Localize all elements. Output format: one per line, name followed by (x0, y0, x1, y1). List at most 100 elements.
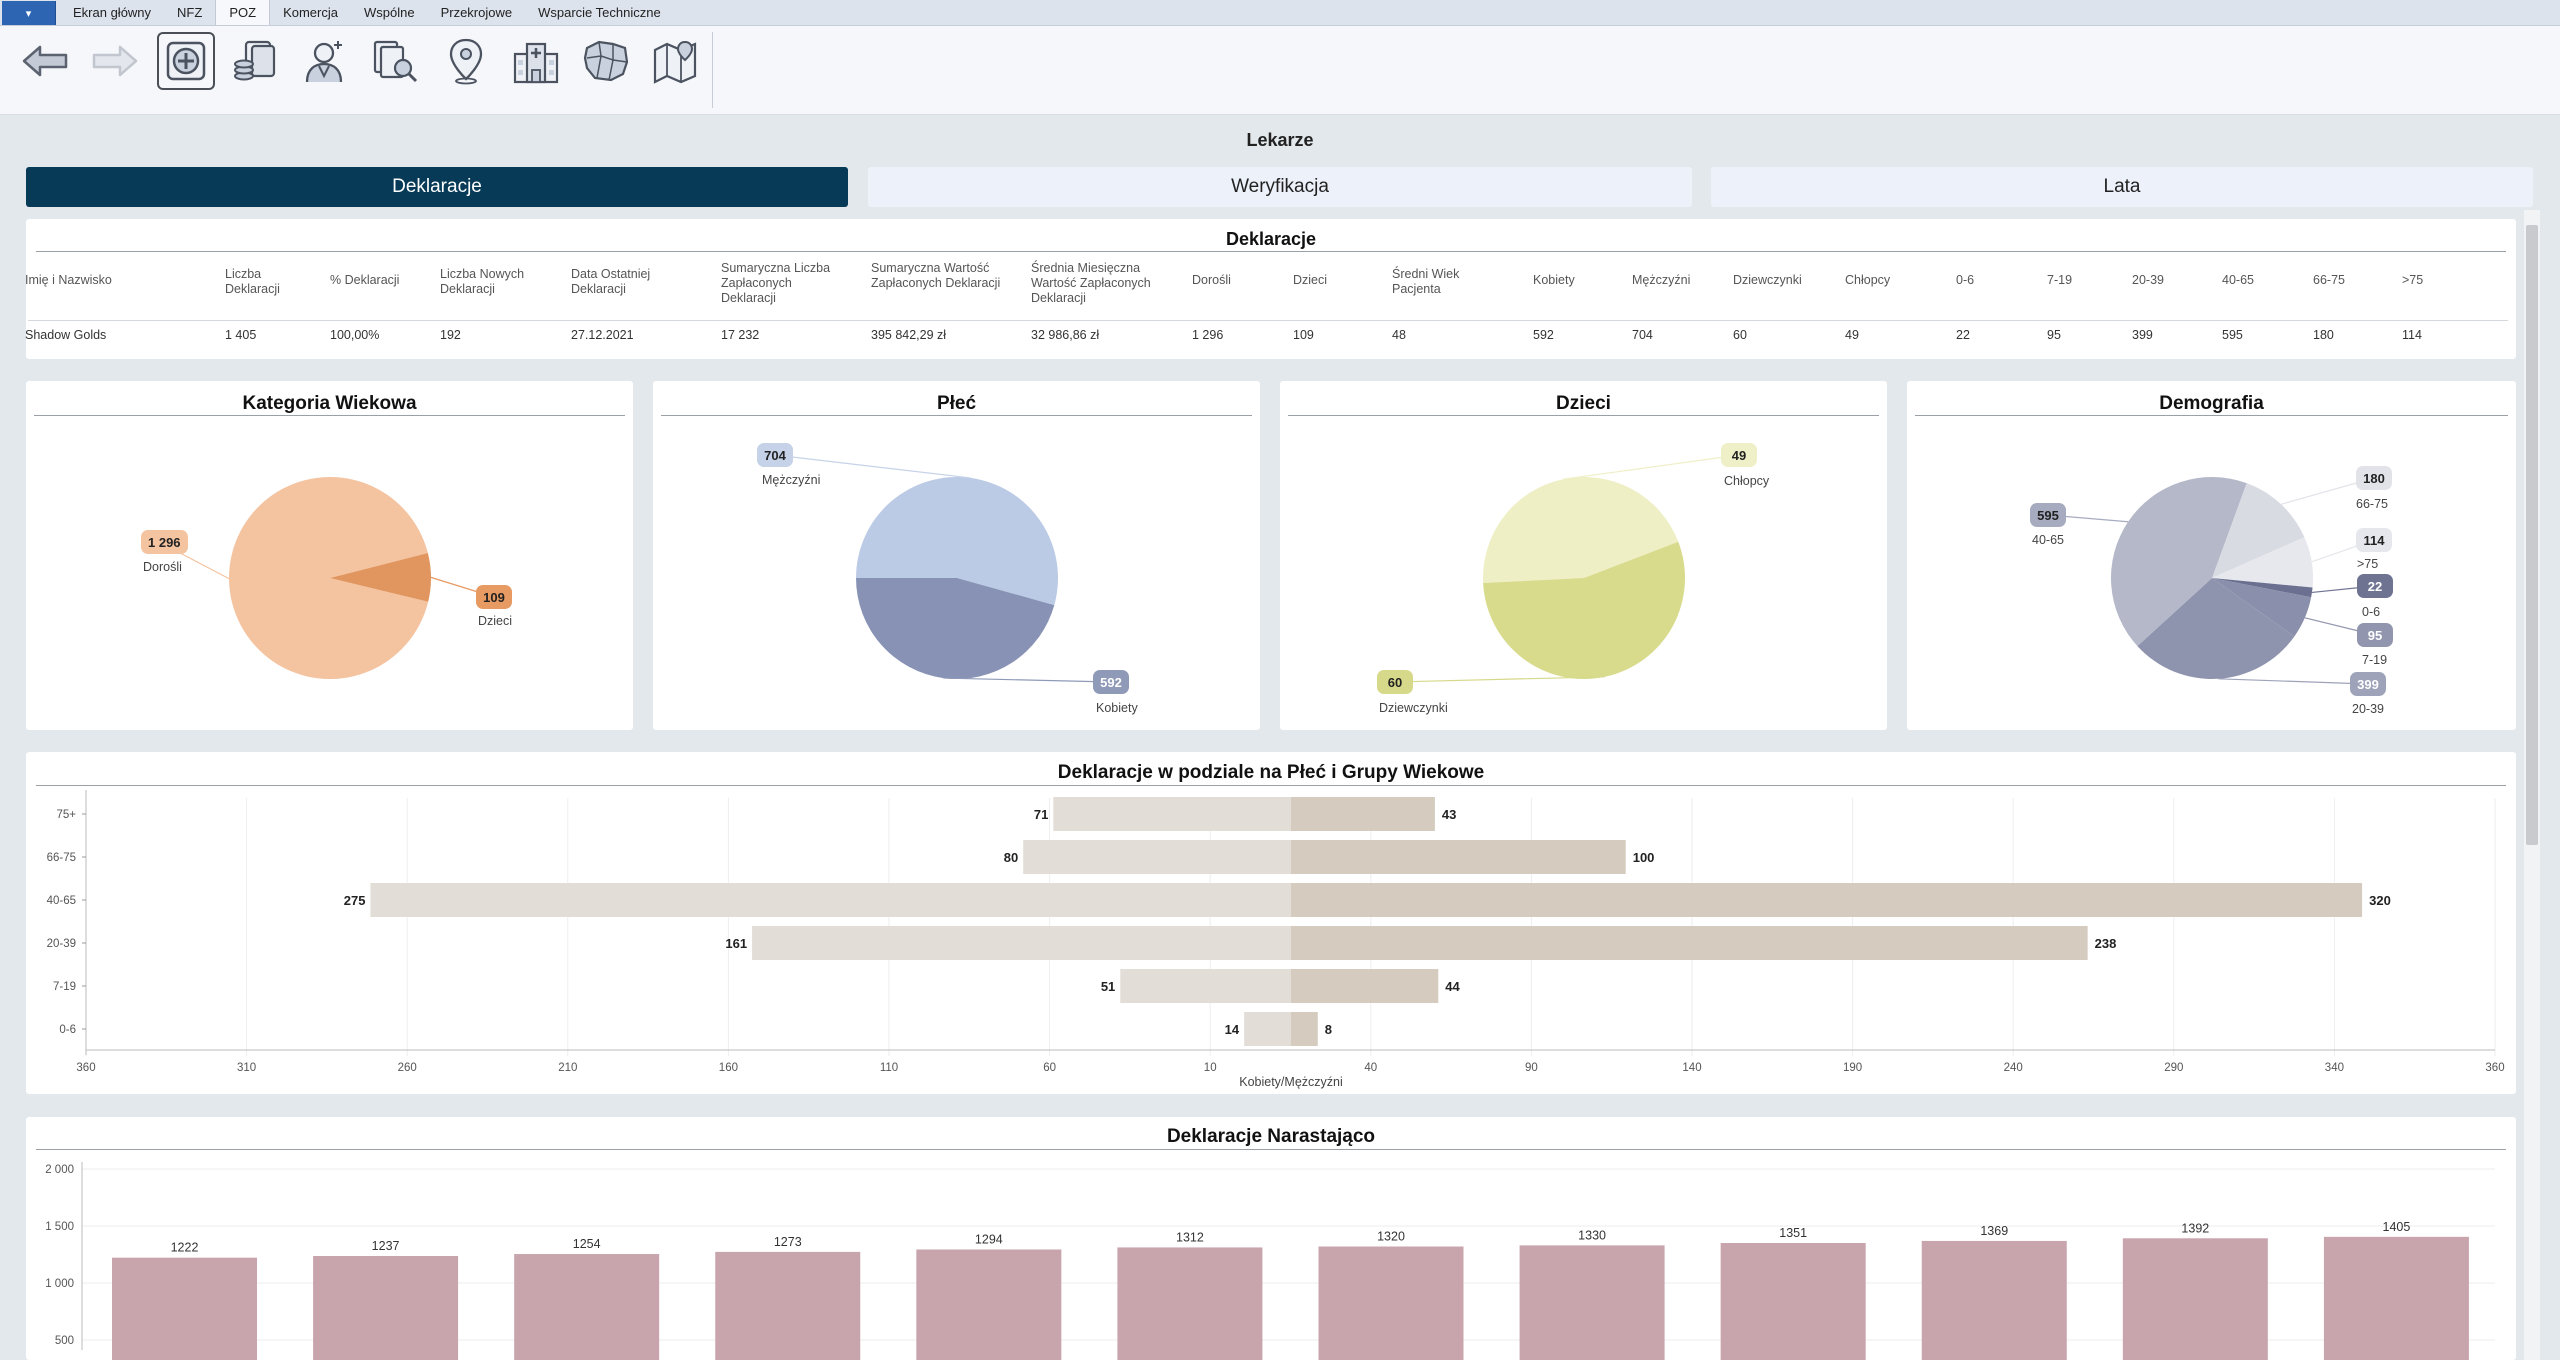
bar-value-label-mezczyzni: 44 (1445, 979, 1460, 994)
table-cell: 95 (2047, 328, 2061, 342)
tab-lata[interactable]: Lata (1711, 167, 2533, 207)
y-tick-label: 66-75 (47, 852, 76, 864)
app-menu-dropdown[interactable]: ▾ (2, 1, 56, 25)
x-tick-label: 60 (1043, 1062, 1056, 1074)
x-tick-label: 360 (76, 1062, 95, 1074)
pie-slice-dziewczynki (1483, 541, 1685, 679)
pie-slice-label: Kobiety (1096, 701, 1138, 715)
cumulative-bar (1921, 1240, 2067, 1360)
document-search-icon (373, 40, 418, 83)
pie-value-badge: 95 (2357, 623, 2393, 647)
bar-value-label-kobiety: 80 (1004, 850, 1018, 865)
table-header-cell: 7-19 (2047, 273, 2073, 287)
finance-button[interactable] (226, 32, 284, 90)
pie-slice-label: Dzieci (478, 614, 513, 628)
pie-slice-0-6 (2212, 578, 2313, 598)
cumulative-bar (112, 1257, 257, 1360)
tab-deklaracje[interactable]: Deklaracje (26, 167, 848, 207)
table-cell: 114 (2402, 328, 2422, 342)
y-tick-label: 75+ (56, 809, 76, 821)
y-tick-label: 40-65 (47, 895, 76, 907)
table-header-cell: 40-65 (2222, 273, 2254, 287)
x-tick-label: 190 (1843, 1062, 1862, 1074)
title-divider (36, 251, 2506, 252)
menu-tab-wspolne[interactable]: Wspólne (363, 5, 415, 20)
hospital-button[interactable] (507, 32, 565, 90)
menu-tab-ekran-glowny[interactable]: Ekran główny (73, 5, 152, 20)
x-tick-label: 10 (1204, 1062, 1217, 1074)
bar-kobiety (752, 926, 1291, 960)
bar-kobiety (1023, 840, 1291, 874)
table-cell: 49 (1845, 328, 1859, 342)
pie-title-divider (1288, 415, 1879, 416)
table-cell: 1 405 (225, 328, 257, 342)
pie-title-kategoria-wiekowa: Kategoria Wiekowa (242, 393, 417, 414)
forward-button[interactable] (86, 32, 144, 90)
table-cell: 595 (2222, 328, 2243, 342)
pie-slice-dzieci (330, 553, 431, 602)
hospital-icon (513, 42, 559, 84)
x-tick-label: 140 (1682, 1062, 1701, 1074)
x-tick-label: 340 (2325, 1062, 2344, 1074)
back-button[interactable] (16, 32, 74, 90)
scrollbar-thumb[interactable] (2526, 225, 2538, 845)
x-tick-label: 110 (880, 1062, 898, 1074)
x-tick-label: 40 (1364, 1062, 1377, 1074)
x-tick-label: 290 (2164, 1062, 2183, 1074)
bar-value-label-kobiety: 14 (1225, 1022, 1240, 1037)
regions-map-button[interactable] (577, 32, 635, 90)
cumulative-bar-value: 1273 (774, 1235, 802, 1249)
table-header-cell: Średni Wiek Pacjenta (1392, 267, 1460, 296)
chevron-down-icon: ▾ (25, 7, 32, 20)
table-cell: 1 296 (1192, 328, 1224, 342)
pie-slice--75 (2212, 537, 2313, 588)
menu-tab-przekrojowe[interactable]: Przekrojowe (440, 5, 513, 20)
cumulative-bar-value: 1369 (1980, 1224, 2008, 1238)
pie-slice-label: 20-39 (2352, 702, 2384, 716)
menu-bar: ▾ Ekran główny NFZ POZ Komercja Wspólne … (0, 0, 2560, 26)
y-tick-label: 2 000 (45, 1164, 74, 1176)
tab-weryfikacja[interactable]: Weryfikacja (868, 167, 1692, 207)
menu-tab-poz[interactable]: POZ (215, 0, 271, 25)
menu-tab-nfz[interactable]: NFZ (177, 5, 203, 20)
doctors-button[interactable] (296, 32, 354, 90)
pie-slice-20-39 (2137, 578, 2295, 679)
menu-tab-wsparcie-techniczne[interactable]: Wsparcie Techniczne (538, 5, 661, 20)
map-button[interactable] (647, 32, 705, 90)
bar-value-label-mezczyzni: 43 (1442, 807, 1456, 822)
pie-slice-label: Dziewczynki (1379, 701, 1448, 715)
pie-leader-line (774, 454, 971, 479)
poz-medical-button[interactable] (157, 32, 215, 90)
bar-mezczyzni (1291, 797, 1435, 831)
toolbar (0, 26, 2560, 115)
pie-title-divider (34, 415, 625, 416)
bar-kobiety (1120, 969, 1291, 1003)
cumulative-bar-value: 1330 (1578, 1228, 1606, 1242)
cumulative-bar-value: 1254 (573, 1237, 601, 1251)
bar-mezczyzni (1291, 840, 1626, 874)
cumulative-bar (715, 1251, 861, 1360)
table-header-cell: Sumaryczna Liczba Zapłaconych Deklaracji (721, 261, 831, 305)
bar-value-label-mezczyzni: 8 (1325, 1022, 1332, 1037)
table-cell: 32 986,86 zł (1031, 328, 1100, 342)
pie-slice-label: 0-6 (2362, 605, 2381, 619)
menu-tab-komercja[interactable]: Komercja (283, 5, 338, 20)
pie-title-demografia: Demografia (2159, 393, 2264, 414)
forward-arrow-icon (92, 45, 138, 77)
bar-mezczyzni (1291, 926, 2088, 960)
declarations-table-title: Deklaracje (1225, 229, 1317, 249)
y-tick-label: 7-19 (53, 981, 76, 993)
table-header-cell: Dziewczynki (1733, 273, 1802, 287)
table-cell: 100,00% (330, 328, 380, 342)
pie-value-badge: 592 (1093, 670, 1129, 694)
toolbar-separator (712, 32, 713, 108)
document-search-button[interactable] (366, 32, 424, 90)
pie-slice-66-75 (2212, 483, 2305, 578)
location-button[interactable] (437, 32, 495, 90)
table-header-cell: Sumaryczna Wartość Zapłaconych Deklaracj… (871, 261, 1001, 290)
cumulative-bar-value: 1405 (2383, 1220, 2411, 1234)
table-header-cell: 0-6 (1956, 273, 1975, 287)
bar-mezczyzni (1291, 969, 1439, 1003)
bar-kobiety (370, 883, 1291, 917)
pie-value-badge: 180 (2356, 466, 2392, 490)
